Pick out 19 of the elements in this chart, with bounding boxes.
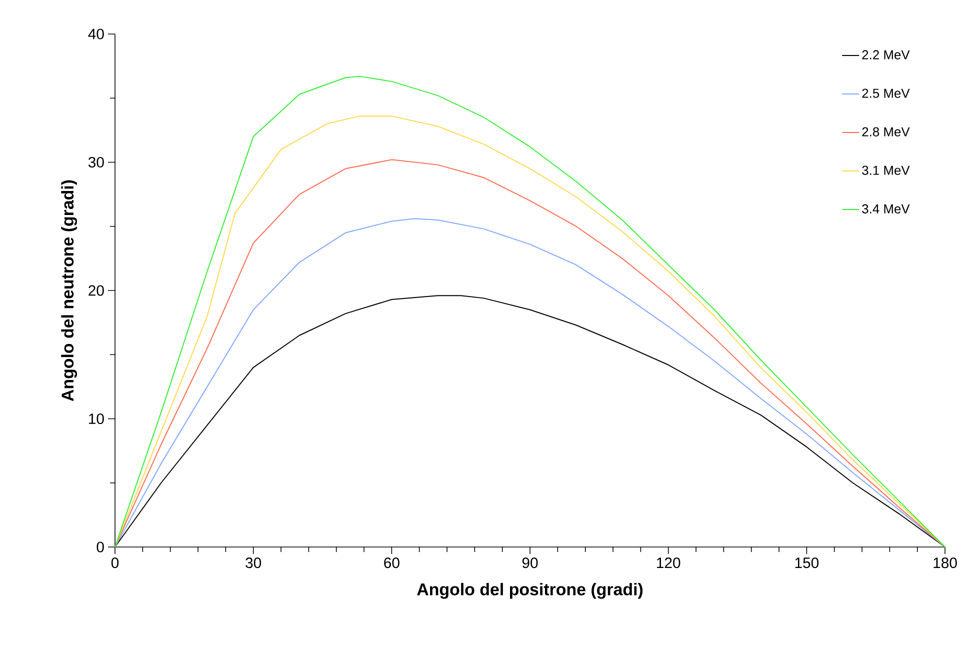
legend-label: 3.1 MeV <box>862 166 910 175</box>
legend-label: 3.4 MeV <box>862 204 910 214</box>
y-tick-label: 0 <box>96 542 104 552</box>
y-axis-title: Angolo del neutrone (gradi) <box>61 180 78 402</box>
y-tick-label: 20 <box>88 285 104 296</box>
x-tick-label: 150 <box>795 558 819 568</box>
x-axis-title: Angolo del positrone (gradi) <box>417 582 643 599</box>
x-tick-label: 180 <box>934 558 957 568</box>
x-tick-label: 90 <box>522 558 538 568</box>
y-tick-label: 40 <box>88 28 104 40</box>
legend-label: 2.5 MeV <box>862 88 910 98</box>
x-tick-label: 120 <box>657 558 680 568</box>
legend-label: 2.8 MeV <box>862 127 910 136</box>
x-tick-label: 30 <box>246 558 262 568</box>
legend-label: 2.2 MeV <box>862 50 910 60</box>
y-tick-label: 10 <box>89 413 104 424</box>
x-tick-label: 0 <box>111 558 119 568</box>
y-tick-label: 30 <box>88 156 104 168</box>
x-tick-label: 60 <box>384 558 400 568</box>
